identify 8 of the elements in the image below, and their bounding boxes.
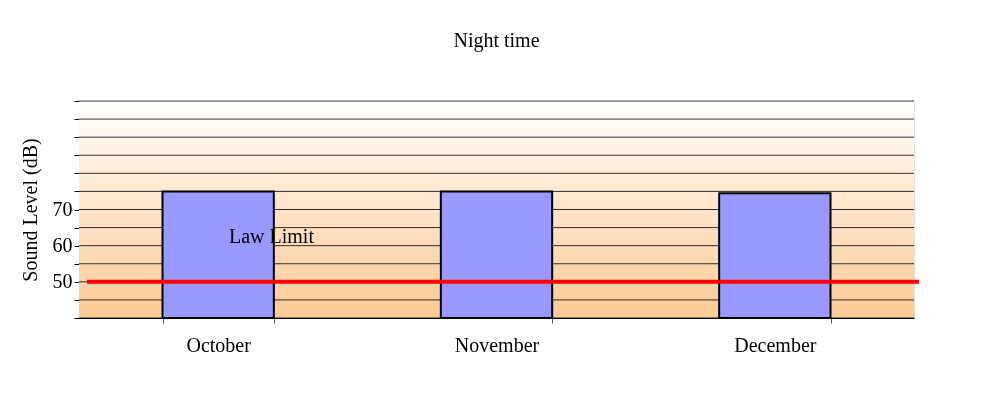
y-tick-label: 70 xyxy=(52,198,73,220)
y-tick-label: 50 xyxy=(52,270,73,293)
x-tick-label: November xyxy=(454,333,540,356)
x-tick-label: December xyxy=(734,333,817,356)
y-axis-title: Sound Level (dB) xyxy=(18,138,42,282)
chart-title: Night time xyxy=(453,28,540,52)
y-tick-label: 60 xyxy=(52,234,73,257)
x-tick-label: October xyxy=(186,333,252,356)
